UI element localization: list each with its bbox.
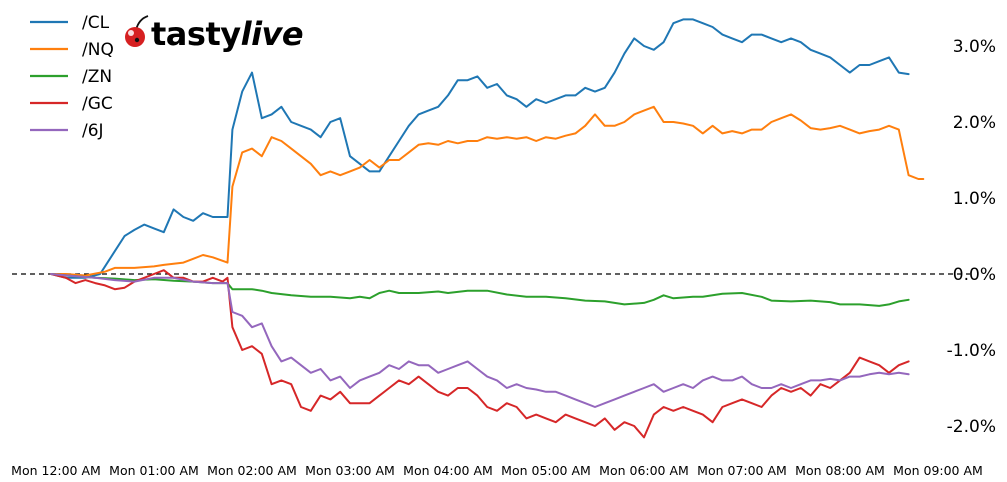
legend-label: /ZN [82, 67, 112, 87]
x-tick-label: Mon 07:00 AM [697, 463, 787, 478]
series-line-gc [50, 269, 910, 439]
legend-label: /GC [82, 94, 113, 114]
y-tick-label: 3.0% [953, 37, 996, 57]
x-tick-label: Mon 12:00 AM [11, 463, 101, 478]
series-line-nq [50, 105, 925, 277]
y-tick-label: -1.0% [947, 341, 996, 361]
brand-logo: tastylive [125, 15, 304, 53]
x-axis-tick-labels: Mon 12:00 AM Mon 01:00 AM Mon 02:00 AM Mon … [11, 463, 983, 478]
x-tick-label: Mon 01:00 AM [109, 463, 199, 478]
x-tick-label: Mon 03:00 AM [305, 463, 395, 478]
x-tick-label: Mon 02:00 AM [207, 463, 297, 478]
x-tick-label: Mon 09:00 AM [893, 463, 983, 478]
x-tick-label: Mon 04:00 AM [403, 463, 493, 478]
legend-label: /6J [82, 121, 104, 141]
y-axis-tick-labels: 3.0% 2.0% 1.0% 0.0% -1.0% -2.0% [947, 37, 996, 437]
y-tick-label: 0.0% [953, 265, 996, 285]
y-tick-label: 1.0% [953, 189, 996, 209]
cherry-icon [125, 15, 149, 47]
series-line-cl [50, 18, 910, 279]
legend: /CL/NQ/ZN/GC/6J [30, 13, 114, 141]
brand-name: tastylive [151, 15, 303, 53]
legend-label: /CL [82, 13, 110, 33]
legend-label: /NQ [82, 40, 114, 60]
x-tick-label: Mon 06:00 AM [599, 463, 689, 478]
y-tick-label: -2.0% [947, 417, 996, 437]
y-tick-label: 2.0% [953, 113, 996, 133]
series-line-6j [50, 273, 910, 408]
x-tick-label: Mon 05:00 AM [501, 463, 591, 478]
series-layer [50, 18, 925, 439]
x-tick-label: Mon 08:00 AM [795, 463, 885, 478]
